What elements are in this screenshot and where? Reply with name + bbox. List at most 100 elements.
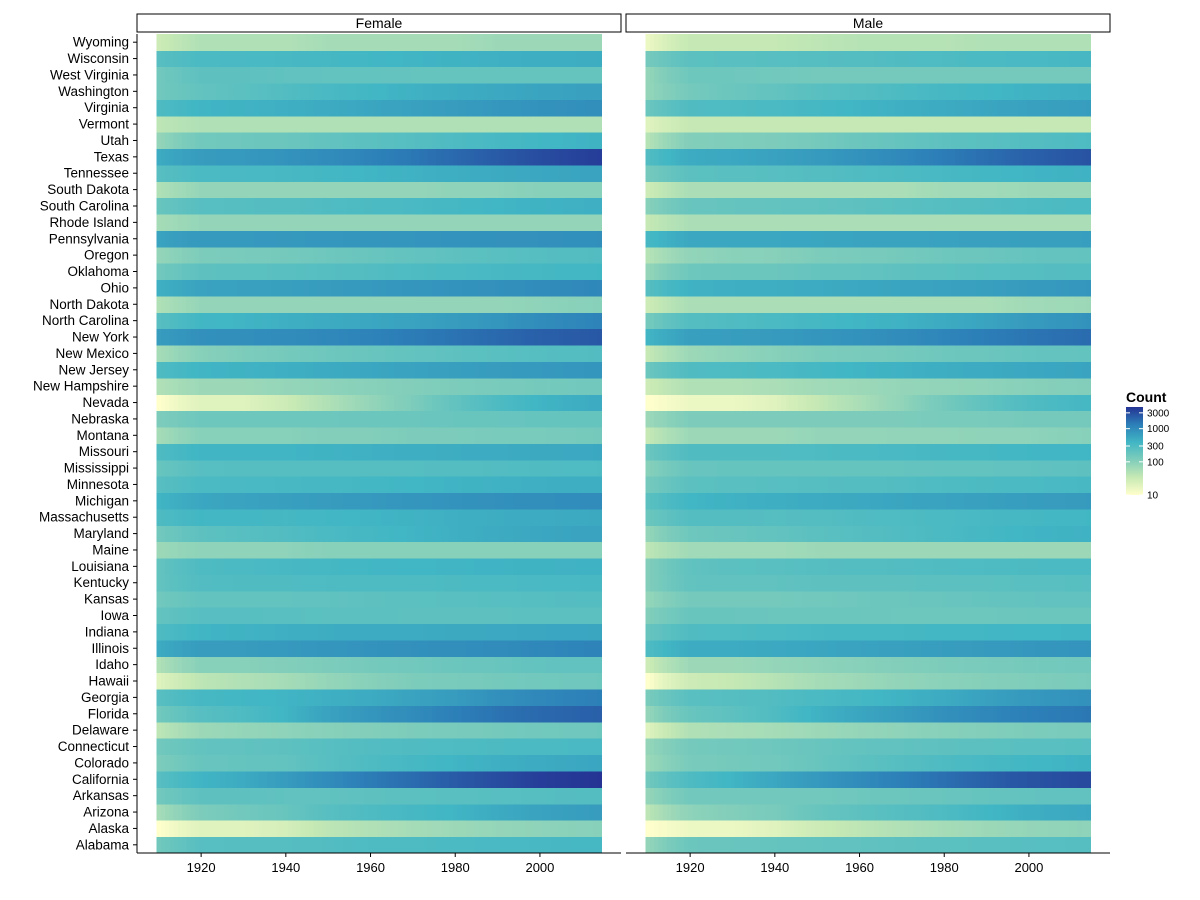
heat-cell bbox=[457, 181, 463, 199]
heat-cell bbox=[169, 754, 175, 772]
heat-cell bbox=[304, 66, 310, 84]
heat-cell bbox=[249, 443, 255, 461]
heat-cell bbox=[487, 590, 492, 608]
heat-cell bbox=[165, 721, 170, 739]
heat-cell bbox=[283, 115, 289, 133]
heat-cell bbox=[567, 181, 573, 199]
heat-cell bbox=[385, 361, 391, 379]
heat-cell bbox=[448, 672, 454, 690]
heat-cell bbox=[542, 672, 547, 690]
heat-cell bbox=[186, 672, 192, 690]
heat-cell bbox=[245, 279, 251, 297]
heat-cell bbox=[448, 836, 454, 854]
heat-cell bbox=[296, 656, 302, 674]
heat-cell bbox=[415, 623, 420, 641]
heat-cell bbox=[592, 115, 598, 133]
heat-cell bbox=[542, 771, 547, 788]
heat-cell bbox=[334, 427, 340, 444]
heat-cell bbox=[563, 410, 569, 428]
heat-cell bbox=[499, 459, 505, 477]
heat-cell bbox=[584, 738, 590, 756]
heat-cell bbox=[592, 165, 598, 182]
heat-cell bbox=[165, 197, 170, 215]
heat-cell bbox=[232, 230, 238, 248]
heat-cell bbox=[503, 803, 509, 821]
heat-cell bbox=[423, 558, 429, 575]
heat-cell bbox=[554, 738, 560, 756]
heat-cell bbox=[537, 836, 543, 854]
heat-cell bbox=[575, 623, 581, 641]
heat-cell bbox=[351, 197, 357, 215]
heat-cell bbox=[359, 66, 365, 84]
heat-cell bbox=[160, 165, 166, 182]
heat-cell bbox=[385, 574, 391, 592]
heat-cell bbox=[478, 689, 484, 706]
heat-cell bbox=[389, 148, 395, 166]
heat-cell bbox=[542, 427, 547, 444]
heat-cell bbox=[533, 820, 539, 838]
heat-cell bbox=[173, 279, 179, 297]
heat-cell bbox=[487, 165, 492, 182]
heat-cell bbox=[571, 328, 577, 346]
heat-cell bbox=[567, 640, 573, 657]
heat-cell bbox=[554, 443, 560, 461]
heat-cell bbox=[160, 705, 166, 723]
heat-cell bbox=[207, 148, 213, 166]
heat-cell bbox=[182, 197, 187, 215]
heat-cell bbox=[550, 672, 556, 690]
heat-cell bbox=[550, 230, 556, 248]
heat-cell bbox=[406, 165, 412, 182]
heat-cell bbox=[338, 115, 344, 133]
heat-cell bbox=[525, 509, 530, 526]
heat-cell bbox=[207, 181, 213, 199]
heat-cell bbox=[241, 738, 247, 756]
heat-cell bbox=[190, 312, 196, 330]
heat-cell bbox=[283, 574, 289, 592]
heat-cell bbox=[173, 115, 179, 133]
heat-cell bbox=[224, 721, 230, 739]
heat-cell bbox=[211, 296, 217, 313]
heat-cell bbox=[338, 214, 344, 231]
heat-cell bbox=[410, 312, 416, 330]
heat-cell bbox=[542, 279, 547, 297]
heat-cell bbox=[533, 165, 539, 182]
heat-cell bbox=[355, 345, 361, 362]
heat-cell bbox=[567, 312, 573, 330]
heat-cell bbox=[415, 738, 420, 756]
heat-cell bbox=[487, 672, 492, 690]
heat-cell bbox=[372, 165, 378, 182]
heat-cell bbox=[372, 590, 378, 608]
heat-cell bbox=[529, 656, 535, 674]
heat-cell bbox=[571, 312, 577, 330]
heat-cell bbox=[567, 509, 573, 526]
heat-cell bbox=[584, 541, 590, 559]
heat-cell bbox=[402, 689, 408, 706]
heat-cell bbox=[580, 132, 585, 150]
heat-cell bbox=[177, 443, 183, 461]
heat-cell bbox=[457, 492, 463, 510]
heat-cell bbox=[245, 83, 251, 100]
heat-cell bbox=[597, 525, 602, 543]
heat-cell bbox=[207, 640, 213, 657]
heat-cell bbox=[156, 148, 162, 166]
heat-cell bbox=[309, 492, 314, 510]
heat-cell bbox=[491, 640, 497, 657]
heat-cell bbox=[431, 312, 437, 330]
heat-cell bbox=[567, 165, 573, 182]
heat-cell bbox=[232, 640, 238, 657]
heat-cell bbox=[525, 476, 530, 494]
heat-cell bbox=[313, 230, 319, 248]
heat-cell bbox=[470, 558, 475, 575]
heat-cell bbox=[241, 279, 247, 297]
heat-cell bbox=[487, 361, 492, 379]
heat-cell bbox=[571, 296, 577, 313]
heat-cell bbox=[364, 377, 369, 395]
heat-cell bbox=[182, 165, 187, 182]
heat-cell bbox=[554, 541, 560, 559]
heat-cell bbox=[245, 558, 251, 575]
heat-cell bbox=[355, 656, 361, 674]
heat-cell bbox=[368, 558, 374, 575]
heat-cell bbox=[402, 361, 408, 379]
heat-cell bbox=[317, 459, 323, 477]
heat-cell bbox=[423, 721, 429, 739]
